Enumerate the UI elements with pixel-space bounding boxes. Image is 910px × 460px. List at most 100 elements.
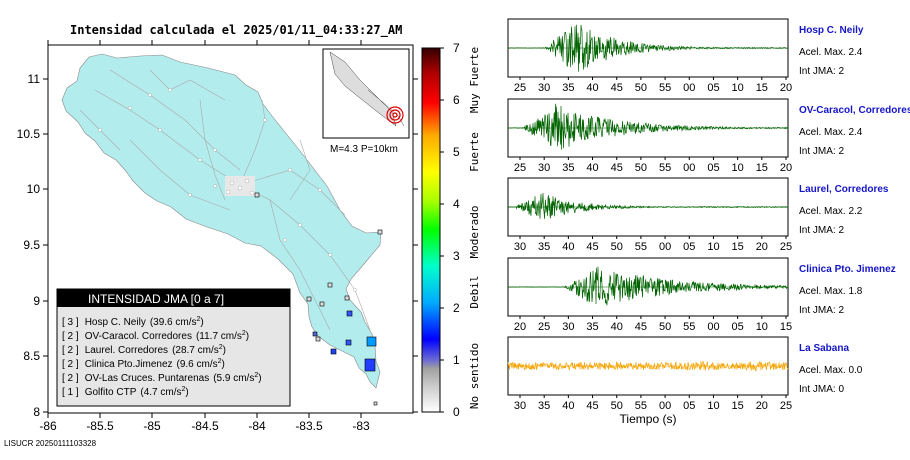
legend-entry-level: [ 2 ] — [62, 359, 79, 370]
waveform-x-tick-label: 55 — [635, 241, 647, 253]
legend-entry: [ 2 ] OV-Caracol. Corredores (11.7 cm/s2) — [62, 330, 249, 342]
waveform-x-tick-label: 10 — [732, 82, 744, 94]
station-markers — [254, 192, 383, 406]
map-x-tick-label: -84 — [248, 419, 266, 433]
map-y-tick-label: 8.5 — [23, 349, 40, 363]
legend-entry-close: ) — [200, 317, 203, 328]
map-y-tick-label: 10 — [27, 182, 41, 196]
waveform-trace — [507, 192, 789, 219]
map-x-tick-label: -85.5 — [86, 419, 114, 433]
station-intensity: Int JMA: 2 — [799, 146, 844, 157]
station-accel: Acel. Max. 2.4 — [799, 127, 863, 138]
waveform-x-tick-label: 55 — [659, 162, 671, 174]
colorbar-tick-label: 4 — [453, 197, 460, 211]
time-axis-label: Tiempo (s) — [620, 412, 677, 426]
map-x-tick-label: -83 — [352, 419, 370, 433]
map-x-tick-label: -86 — [39, 419, 57, 433]
inset-map: M=4.3 P=10km — [322, 48, 410, 155]
map-y-tick-label: 9 — [33, 294, 40, 308]
colorbar-category-label: Muy Fuerte — [468, 47, 481, 113]
waveform-x-tick-label: 35 — [562, 162, 574, 174]
legend-entry-close: ) — [185, 387, 188, 398]
colorbar-category-label: Debil — [468, 275, 481, 308]
station-accel: Acel. Max. 0.0 — [799, 365, 863, 376]
waveform-x-tick-label: 50 — [635, 162, 647, 174]
waveform-x-tick-label: 35 — [538, 241, 550, 253]
legend-entry-close: ) — [222, 359, 225, 370]
station-name: Laurel, Corredores — [799, 184, 889, 195]
waveform-panels: 25 30 35 40 45 50 55 00 05 10 15 20 Hosp C. Neily Ace… — [507, 18, 910, 426]
waveform-x-tick-label: 15 — [732, 400, 744, 412]
waveform-x-tick-label: 45 — [635, 321, 647, 333]
waveform-x-tick-label: 25 — [780, 400, 792, 412]
legend-entry: [ 3 ] Hosp C. Neily (39.6 cm/s2) — [62, 316, 204, 328]
intensity-map: -86 -85.5 -85 -84.5 -84 -83.5 -83 11 10.5 10 9.5 9… — [17, 40, 418, 433]
station-name: OV-Caracol, Corredores — [799, 105, 910, 116]
legend-entry-level: [ 2 ] — [62, 331, 79, 342]
colorbar-gradient — [421, 47, 441, 413]
waveform-x-tick-label: 30 — [538, 162, 550, 174]
legend-entry-level: [ 3 ] — [62, 317, 79, 328]
station-intensity: Int JMA: 2 — [799, 225, 844, 236]
waveform-x-tick-label: 25 — [780, 241, 792, 253]
legend-entry-level: [ 2 ] — [62, 345, 79, 356]
costa-rica-landmass — [61, 53, 382, 389]
legend-entry-station: Hosp C. Neily — [85, 317, 146, 328]
station-name: Clinica Pto. Jimenez — [799, 264, 896, 275]
waveform-x-tick-label: 40 — [611, 321, 623, 333]
waveform-x-tick-label: 00 — [683, 82, 695, 94]
waveform-x-tick-label: 15 — [756, 82, 768, 94]
map-x-tick-label: -84.5 — [191, 419, 219, 433]
epicenter-icon — [386, 106, 404, 124]
waveform-x-tick-label: 30 — [514, 400, 526, 412]
colorbar-tick-label: 2 — [453, 301, 460, 315]
waveform-x-tick-label: 10 — [732, 162, 744, 174]
legend-entry-pga-exponent: 2 — [218, 358, 222, 365]
legend-entry-pga-exponent: 2 — [197, 316, 201, 323]
legend-entry-pga-exponent: 2 — [219, 344, 223, 351]
waveform-x-tick-label: 30 — [538, 82, 550, 94]
waveform-x-tick-label: 10 — [707, 241, 719, 253]
legend-entry-pga: (5.9 cm/s — [213, 373, 254, 384]
waveform-x-tick-label: 15 — [732, 241, 744, 253]
colorbar-tick-label: 0 — [453, 405, 460, 419]
waveform-x-tick-label: 15 — [780, 321, 792, 333]
waveform-panel: 20 25 30 35 40 45 50 55 00 05 10 15 Clinica Pto. Jim… — [507, 257, 896, 333]
map-y-tick-label: 11 — [28, 72, 41, 86]
intensity-colorbar: 7 6 5 4 3 2 1 0 Muy Fuerte Fuerte Moderado Debil No… — [421, 41, 481, 419]
map-y-tick-label: 9.5 — [23, 238, 40, 252]
waveform-x-tick-label: 25 — [514, 82, 526, 94]
waveform-x-tick-label: 25 — [538, 321, 550, 333]
legend-entry-level: [ 2 ] — [62, 373, 79, 384]
waveform-x-tick-label: 00 — [683, 162, 695, 174]
legend-entry-pga-exponent: 2 — [254, 372, 258, 379]
waveform-x-tick-label: 30 — [562, 321, 574, 333]
waveform-x-tick-label: 05 — [707, 162, 719, 174]
waveform-x-tick-label: 50 — [611, 400, 623, 412]
legend-entry-pga: (9.6 cm/s — [177, 359, 218, 370]
map-x-axis: -86 -85.5 -85 -84.5 -84 -83.5 -83 — [39, 40, 370, 433]
colorbar-category-label: Moderado — [468, 206, 481, 259]
waveform-x-tick-label: 45 — [586, 241, 598, 253]
legend-entry-station: OV-Las Cruces. Puntarenas — [85, 373, 210, 384]
waveform-x-tick-label: 45 — [611, 82, 623, 94]
waveform-x-tick-label: 10 — [756, 321, 768, 333]
intensity-legend: INTENSIDAD JMA [0 a 7] [ 3 ] Hosp C. Neil… — [56, 288, 291, 407]
legend-entry-level: [ 1 ] — [62, 387, 79, 398]
station-intensity: Int JMA: 2 — [799, 305, 844, 316]
map-y-tick-label: 10.5 — [17, 127, 41, 141]
legend-entry-pga-exponent: 2 — [182, 386, 186, 393]
waveform-x-tick-label: 55 — [683, 321, 695, 333]
waveform-x-tick-label: 45 — [586, 400, 598, 412]
waveform-x-tick-label: 00 — [659, 400, 671, 412]
legend-entry-station: OV-Caracol. Corredores — [85, 331, 192, 342]
legend-entry-pga: (39.6 cm/s — [150, 317, 197, 328]
legend-entry-close: ) — [223, 345, 226, 356]
station-accel: Acel. Max. 1.8 — [799, 286, 863, 297]
magnitude-depth-label: M=4.3 P=10km — [330, 144, 398, 155]
waveform-x-tick-label: 05 — [683, 400, 695, 412]
figure-title: Intensidad calculada el 2025/01/11_04:33… — [70, 23, 403, 37]
legend-entry-pga-exponent: 2 — [242, 330, 246, 337]
legend-entry-pga: (28.7 cm/s — [172, 345, 219, 356]
waveform-x-tick-label: 50 — [635, 82, 647, 94]
